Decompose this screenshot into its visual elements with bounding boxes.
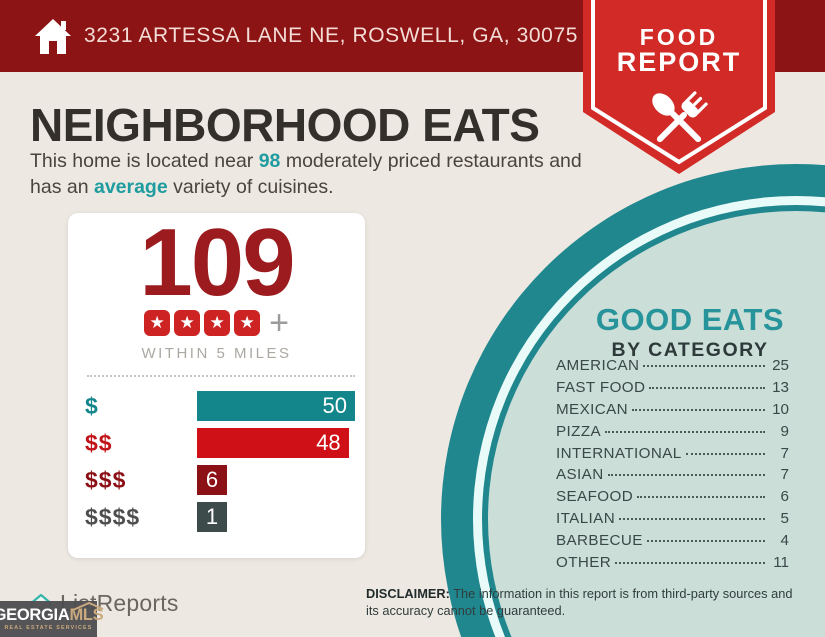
leader-dots [646, 540, 765, 543]
plus-icon: + [269, 304, 289, 342]
category-row: ITALIAN 5 [556, 510, 789, 532]
star-icon: ★ [144, 310, 171, 336]
good-eats-title: GOOD EATS [595, 302, 785, 337]
category-row: AMERICAN 25 [556, 357, 789, 379]
badge-label-food: FOOD [639, 24, 719, 50]
subtitle-text: moderately priced restaurants and has an [30, 150, 582, 198]
radius-caption: WITHIN 5 MILES [141, 345, 292, 362]
badge-label-report: REPORT [616, 47, 742, 77]
category-count: 4 [780, 532, 789, 550]
leader-dots [649, 386, 765, 389]
category-count: 25 [772, 357, 789, 374]
category-name: SEAFOOD [556, 488, 634, 506]
leader-dots [607, 474, 765, 477]
price-tier-label: $ [85, 392, 99, 419]
bar-value: 1 [205, 504, 219, 529]
bar: 6 [197, 465, 227, 495]
subtitle-text: This home is located near [30, 150, 259, 172]
disclaimer: DISCLAIMER: The information in this repo… [366, 586, 800, 620]
price-tier-chart: $ 50 $$ 48 $$$ 6 $$$$ 1 [68, 391, 365, 539]
category-name: ITALIAN [556, 510, 616, 528]
property-address: 3231 ARTESSA LANE NE, ROSWELL, GA, 30075 [84, 24, 579, 47]
good-eats-subtitle: BY CATEGORY [611, 339, 769, 361]
price-tier-row: $ 50 [68, 391, 365, 421]
dashed-divider [87, 375, 355, 377]
price-tier-label: $$ [85, 429, 113, 456]
roof-swoosh-icon [72, 602, 104, 612]
leader-dots [632, 408, 765, 411]
category-name: INTERNATIONAL [556, 444, 682, 462]
bar-value: 6 [205, 467, 219, 492]
price-tier-label: $$$ [85, 466, 127, 493]
price-tier-label: $$$$ [85, 503, 141, 530]
disclaimer-label: DISCLAIMER: [366, 586, 450, 601]
stars-row: ★ ★ ★ ★ + [68, 304, 365, 342]
category-name: FAST FOOD [556, 378, 646, 396]
house-icon [35, 19, 71, 54]
category-count: 10 [772, 400, 789, 418]
leader-dots [685, 452, 765, 455]
crossed-spoon-fork-icon [652, 91, 708, 143]
disclaimer-text: The information in this report is from t… [366, 586, 793, 618]
category-count: 5 [780, 510, 789, 528]
leader-dots [637, 496, 765, 499]
georgia-mls-wordmark: GEORGIAMLS [0, 602, 104, 624]
category-count: 7 [780, 444, 789, 462]
page-title: NEIGHBORHOOD EATS [30, 99, 540, 151]
bar-track: 48 [197, 428, 365, 458]
category-name: BARBECUE [556, 532, 643, 550]
price-tier-row: $$ 48 [68, 428, 365, 458]
good-eats-heading: GOOD EATS BY CATEGORY [560, 302, 820, 362]
star-icon: ★ [204, 310, 231, 336]
bar-value: 48 [316, 430, 341, 455]
food-report-badge: FOOD REPORT [583, 0, 775, 180]
total-restaurants: 109 [139, 209, 295, 316]
category-row: PIZZA 9 [556, 423, 789, 445]
subtitle: This home is located near 98 moderately … [30, 149, 605, 201]
leader-dots [605, 430, 765, 433]
category-name: OTHER [556, 554, 612, 572]
category-count: 13 [772, 378, 789, 396]
variety-highlight: average [93, 175, 168, 198]
restaurant-count: 98 [258, 150, 281, 172]
category-count: 9 [780, 422, 789, 440]
bar: 48 [197, 428, 349, 458]
category-row: INTERNATIONAL 7 [556, 445, 789, 467]
georgia-mls-watermark: GEORGIAMLS REAL ESTATE SERVICES [0, 601, 104, 637]
category-name: ASIAN [556, 466, 604, 484]
category-row: FAST FOOD 13 [556, 379, 789, 401]
bar-value: 50 [322, 393, 347, 418]
category-row: MEXICAN 10 [556, 401, 789, 423]
leader-dots [619, 518, 765, 521]
category-count: 6 [780, 488, 789, 506]
summary-card: 109 ★ ★ ★ ★ + WITHIN 5 MILES $ 50 $$ 48 $$$ … [68, 213, 365, 558]
subtitle-text: variety of cuisines. [167, 175, 334, 198]
georgia-mls-tagline: REAL ESTATE SERVICES [4, 624, 93, 631]
leader-dots [615, 562, 765, 565]
bar-track: 50 [197, 391, 365, 421]
bar-track: 1 [197, 502, 365, 532]
leader-dots [643, 365, 765, 367]
category-row: SEAFOOD 6 [556, 488, 789, 510]
category-count: 11 [773, 554, 789, 572]
category-count: 7 [780, 466, 789, 484]
bar: 1 [197, 502, 227, 532]
star-icon: ★ [234, 310, 261, 336]
price-tier-row: $$$$ 1 [68, 502, 365, 532]
category-row: ASIAN 7 [556, 466, 789, 488]
category-name: MEXICAN [556, 400, 628, 418]
bar: 50 [197, 391, 355, 421]
price-tier-row: $$$ 6 [68, 465, 365, 495]
category-row: BARBECUE 4 [556, 532, 789, 554]
category-name: AMERICAN [556, 357, 640, 374]
badge-shape [583, 0, 775, 174]
category-name: PIZZA [556, 422, 602, 440]
category-list: AMERICAN 25 FAST FOOD 13 MEXICAN 10 PIZZ… [556, 357, 789, 576]
bar-track: 6 [197, 465, 365, 495]
star-icon: ★ [174, 310, 201, 336]
category-row: OTHER 11 [556, 554, 789, 576]
